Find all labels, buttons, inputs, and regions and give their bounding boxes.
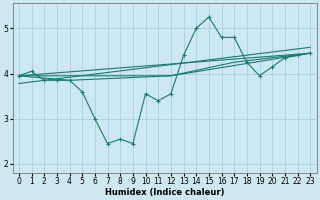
X-axis label: Humidex (Indice chaleur): Humidex (Indice chaleur): [105, 188, 224, 197]
